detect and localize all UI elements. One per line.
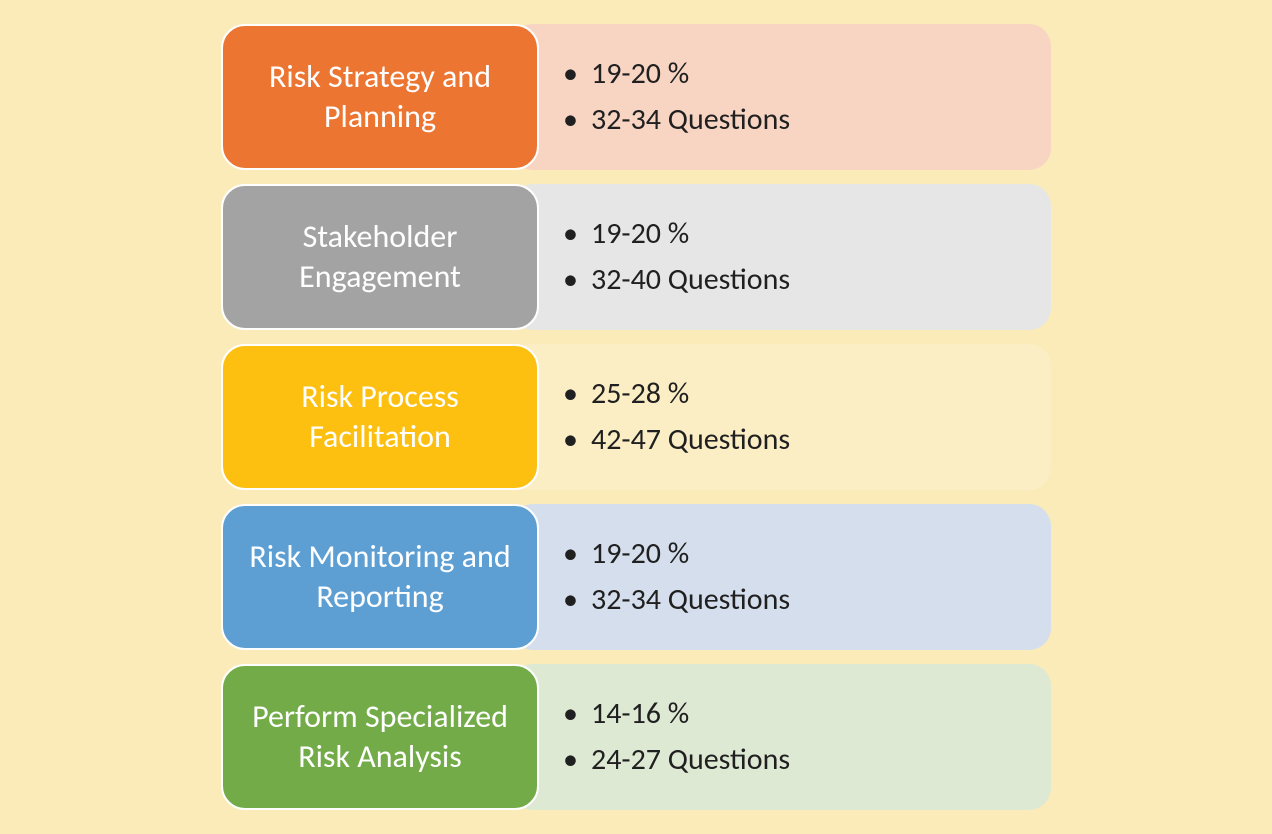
title-box-specialized-risk: Perform Specialized Risk Analysis xyxy=(221,664,539,810)
detail-list: 25-28 % 42-47 Questions xyxy=(563,371,1051,464)
title-text: Perform Specialized Risk Analysis xyxy=(241,697,519,777)
title-text: Risk Monitoring and Reporting xyxy=(241,537,519,617)
title-box-risk-strategy: Risk Strategy and Planning xyxy=(221,24,539,170)
percent-item: 19-20 % xyxy=(563,211,1051,258)
detail-box-risk-strategy: 19-20 % 32-34 Questions xyxy=(511,24,1051,170)
questions-item: 32-40 Questions xyxy=(563,257,1051,304)
percent-item: 14-16 % xyxy=(563,691,1051,738)
detail-list: 14-16 % 24-27 Questions xyxy=(563,691,1051,784)
detail-list: 19-20 % 32-34 Questions xyxy=(563,531,1051,624)
percent-item: 19-20 % xyxy=(563,51,1051,98)
detail-box-specialized-risk: 14-16 % 24-27 Questions xyxy=(511,664,1051,810)
detail-box-risk-process: 25-28 % 42-47 Questions xyxy=(511,344,1051,490)
questions-item: 32-34 Questions xyxy=(563,97,1051,144)
questions-item: 32-34 Questions xyxy=(563,577,1051,624)
title-text: Risk Process Facilitation xyxy=(241,377,519,457)
detail-list: 19-20 % 32-34 Questions xyxy=(563,51,1051,144)
row-risk-monitoring: Risk Monitoring and Reporting 19-20 % 32… xyxy=(221,504,1051,650)
title-box-risk-process: Risk Process Facilitation xyxy=(221,344,539,490)
title-text: Risk Strategy and Planning xyxy=(241,57,519,137)
title-box-stakeholder: Stakeholder Engagement xyxy=(221,184,539,330)
questions-item: 42-47 Questions xyxy=(563,417,1051,464)
questions-item: 24-27 Questions xyxy=(563,737,1051,784)
title-text: Stakeholder Engagement xyxy=(241,217,519,297)
row-stakeholder: Stakeholder Engagement 19-20 % 32-40 Que… xyxy=(221,184,1051,330)
detail-box-risk-monitoring: 19-20 % 32-34 Questions xyxy=(511,504,1051,650)
row-risk-process: Risk Process Facilitation 25-28 % 42-47 … xyxy=(221,344,1051,490)
row-risk-strategy: Risk Strategy and Planning 19-20 % 32-34… xyxy=(221,24,1051,170)
detail-box-stakeholder: 19-20 % 32-40 Questions xyxy=(511,184,1051,330)
detail-list: 19-20 % 32-40 Questions xyxy=(563,211,1051,304)
percent-item: 19-20 % xyxy=(563,531,1051,578)
title-box-risk-monitoring: Risk Monitoring and Reporting xyxy=(221,504,539,650)
percent-item: 25-28 % xyxy=(563,371,1051,418)
row-specialized-risk: Perform Specialized Risk Analysis 14-16 … xyxy=(221,664,1051,810)
